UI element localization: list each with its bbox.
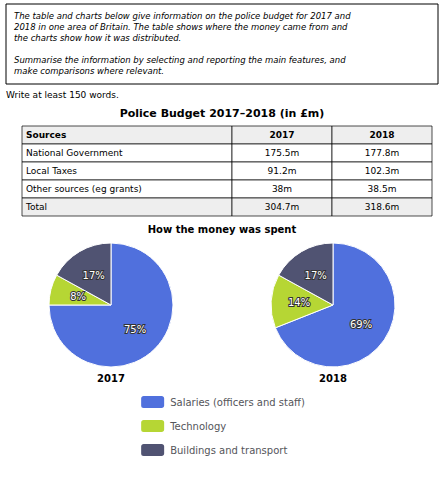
svg-text:102.3m: 102.3m	[365, 166, 400, 176]
svg-text:14%: 14%	[288, 297, 310, 308]
svg-text:304.7m: 304.7m	[265, 202, 300, 212]
svg-text:How the money was spent: How the money was spent	[148, 224, 297, 235]
svg-text:Police Budget 2017–2018 (in £m: Police Budget 2017–2018 (in £m)	[120, 107, 325, 120]
svg-text:175.5m: 175.5m	[265, 148, 300, 158]
svg-text:The table and charts below giv: The table and charts below give informat…	[14, 11, 351, 21]
svg-text:75%: 75%	[124, 324, 146, 335]
svg-text:make comparisons where relevan: make comparisons where relevant.	[14, 66, 164, 76]
svg-text:Salaries (officers and staff): Salaries (officers and staff)	[170, 397, 305, 408]
svg-text:2018: 2018	[319, 373, 347, 384]
svg-text:8%: 8%	[70, 291, 86, 302]
svg-text:17%: 17%	[305, 270, 327, 281]
svg-text:38.5m: 38.5m	[368, 184, 397, 194]
svg-text:2017: 2017	[97, 373, 125, 384]
svg-text:Write at least 150 words.: Write at least 150 words.	[6, 90, 119, 100]
svg-text:2018: 2018	[369, 130, 394, 140]
svg-text:17%: 17%	[83, 270, 105, 281]
svg-text:69%: 69%	[350, 319, 372, 330]
svg-text:177.8m: 177.8m	[365, 148, 400, 158]
svg-text:Local Taxes: Local Taxes	[26, 166, 77, 176]
svg-text:National Government: National Government	[26, 148, 123, 158]
svg-text:38m: 38m	[272, 184, 292, 194]
svg-text:Other sources (eg grants): Other sources (eg grants)	[26, 184, 142, 194]
svg-text:Summarise the information by s: Summarise the information by selecting a…	[14, 55, 346, 65]
svg-text:the charts show how it was dis: the charts show how it was distributed.	[14, 33, 181, 43]
svg-text:Technology: Technology	[169, 421, 226, 432]
svg-text:2017: 2017	[269, 130, 294, 140]
svg-text:Total: Total	[25, 202, 47, 212]
svg-text:91.2m: 91.2m	[268, 166, 297, 176]
svg-text:318.6m: 318.6m	[365, 202, 400, 212]
svg-text:Sources: Sources	[26, 130, 66, 140]
svg-text:2018 in one area of Britain. T: 2018 in one area of Britain. The table s…	[14, 22, 348, 32]
svg-text:Buildings and transport: Buildings and transport	[170, 445, 287, 456]
